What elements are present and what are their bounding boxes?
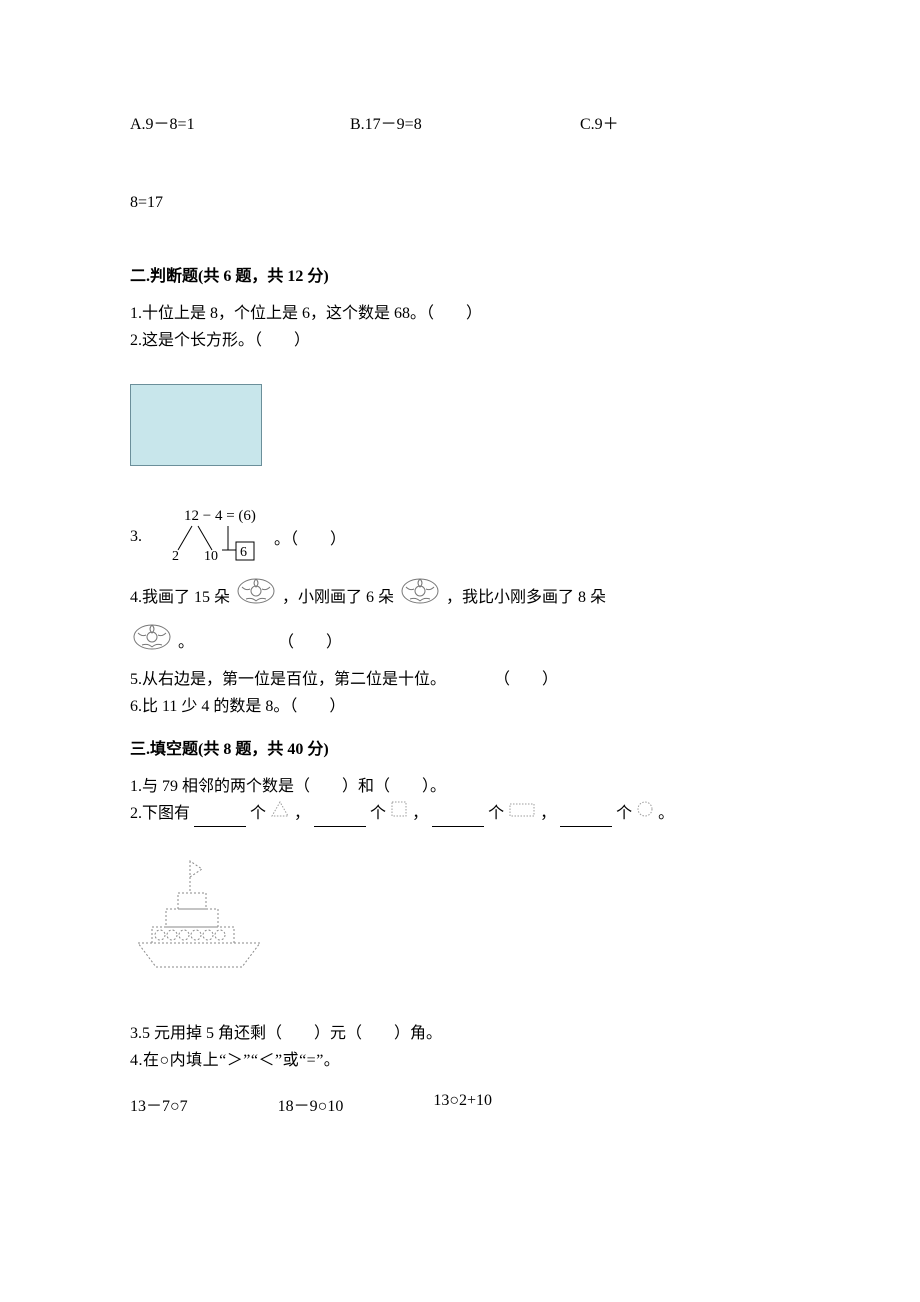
mc-option-row: A.9－8=1 B.17－9=8 C.9＋ <box>130 110 790 134</box>
s2-q4-line2: 。 （ ） <box>130 621 790 666</box>
expr-3: 13○2+10 <box>433 1092 492 1116</box>
s3-q4-row: 13－7○7 18－9○10 13○2+10 <box>130 1092 790 1116</box>
unit: 个 <box>488 800 504 827</box>
s2-q4: 4.我画了 15 朵 ，小刚画了 6 朵 <box>130 575 790 620</box>
svg-text:10: 10 <box>204 549 218 562</box>
svg-text:2: 2 <box>172 549 179 562</box>
flower-icon <box>234 575 278 620</box>
blank <box>560 810 612 827</box>
s2-q3: 3. 12 − 4 = (6) 2 10 6 。（ ） <box>130 506 790 567</box>
blank <box>314 810 366 827</box>
split-diagram-icon: 12 − 4 = (6) 2 10 6 <box>148 506 268 567</box>
s2-q3-prefix: 3. <box>130 528 142 546</box>
s2-q2: 2.这是个长方形。（ ） <box>130 327 790 354</box>
s3-q4: 4.在○内填上“＞”“＜”或“=”。 <box>130 1047 790 1074</box>
s2-q4-c: ，我比小刚多画了 8 朵 <box>446 579 606 617</box>
s2-q3-suffix: 。（ ） <box>274 525 346 549</box>
s2-q4-b: ，小刚画了 6 朵 <box>282 579 394 617</box>
comma: ， <box>294 800 310 827</box>
circle-icon <box>636 800 654 827</box>
option-a: A.9－8=1 <box>130 110 350 134</box>
unit: 个 <box>616 800 632 827</box>
s2-q4-d: 。 <box>178 624 194 662</box>
s3-q1: 1.与 79 相邻的两个数是（ ）和（ ）。 <box>130 773 790 800</box>
s2-q4-a: 4.我画了 15 朵 <box>130 579 230 617</box>
s3-q3: 3.5 元用掉 5 角还剩（ ）元（ ）角。 <box>130 1020 790 1047</box>
s3-q2-lead: 2.下图有 <box>130 800 190 827</box>
s2-q4-paren: （ ） <box>278 624 342 662</box>
triangle-icon <box>270 800 290 827</box>
s3-q2: 2.下图有 个 ， 个 ， 个 ， 个 。 <box>130 800 790 827</box>
section2-title: 二.判断题(共 6 题，共 12 分) <box>130 262 790 286</box>
svg-text:6: 6 <box>240 545 247 560</box>
flower-icon <box>130 621 174 666</box>
square-icon <box>390 800 408 827</box>
end: 。 <box>658 800 674 827</box>
expr-2: 18－9○10 <box>278 1092 344 1116</box>
rectangle-icon <box>508 800 536 827</box>
s2-q6: 6.比 11 少 4 的数是 8。（ ） <box>130 693 790 720</box>
expr-1: 13－7○7 <box>130 1092 188 1116</box>
page-root: A.9－8=1 B.17－9=8 C.9＋ 8=17 二.判断题(共 6 题，共… <box>0 0 920 1176</box>
unit: 个 <box>250 800 266 827</box>
s2-q5: 5.从右边是，第一位是百位，第二位是十位。 （ ） <box>130 666 790 693</box>
comma: ， <box>540 800 556 827</box>
s2-q1: 1.十位上是 8，个位上是 6，这个数是 68。（ ） <box>130 300 790 327</box>
option-c-wrap: 8=17 <box>130 194 790 212</box>
flower-icon <box>398 575 442 620</box>
expr-top-text: 12 − 4 = (6) <box>184 508 256 524</box>
unit: 个 <box>370 800 386 827</box>
boat-figure <box>130 855 790 980</box>
comma: ， <box>412 800 428 827</box>
rectangle-figure <box>130 384 262 466</box>
section3-title: 三.填空题(共 8 题，共 40 分) <box>130 735 790 759</box>
blank <box>432 810 484 827</box>
option-b: B.17－9=8 <box>350 110 580 134</box>
option-c: C.9＋ <box>580 110 619 134</box>
blank <box>194 810 246 827</box>
